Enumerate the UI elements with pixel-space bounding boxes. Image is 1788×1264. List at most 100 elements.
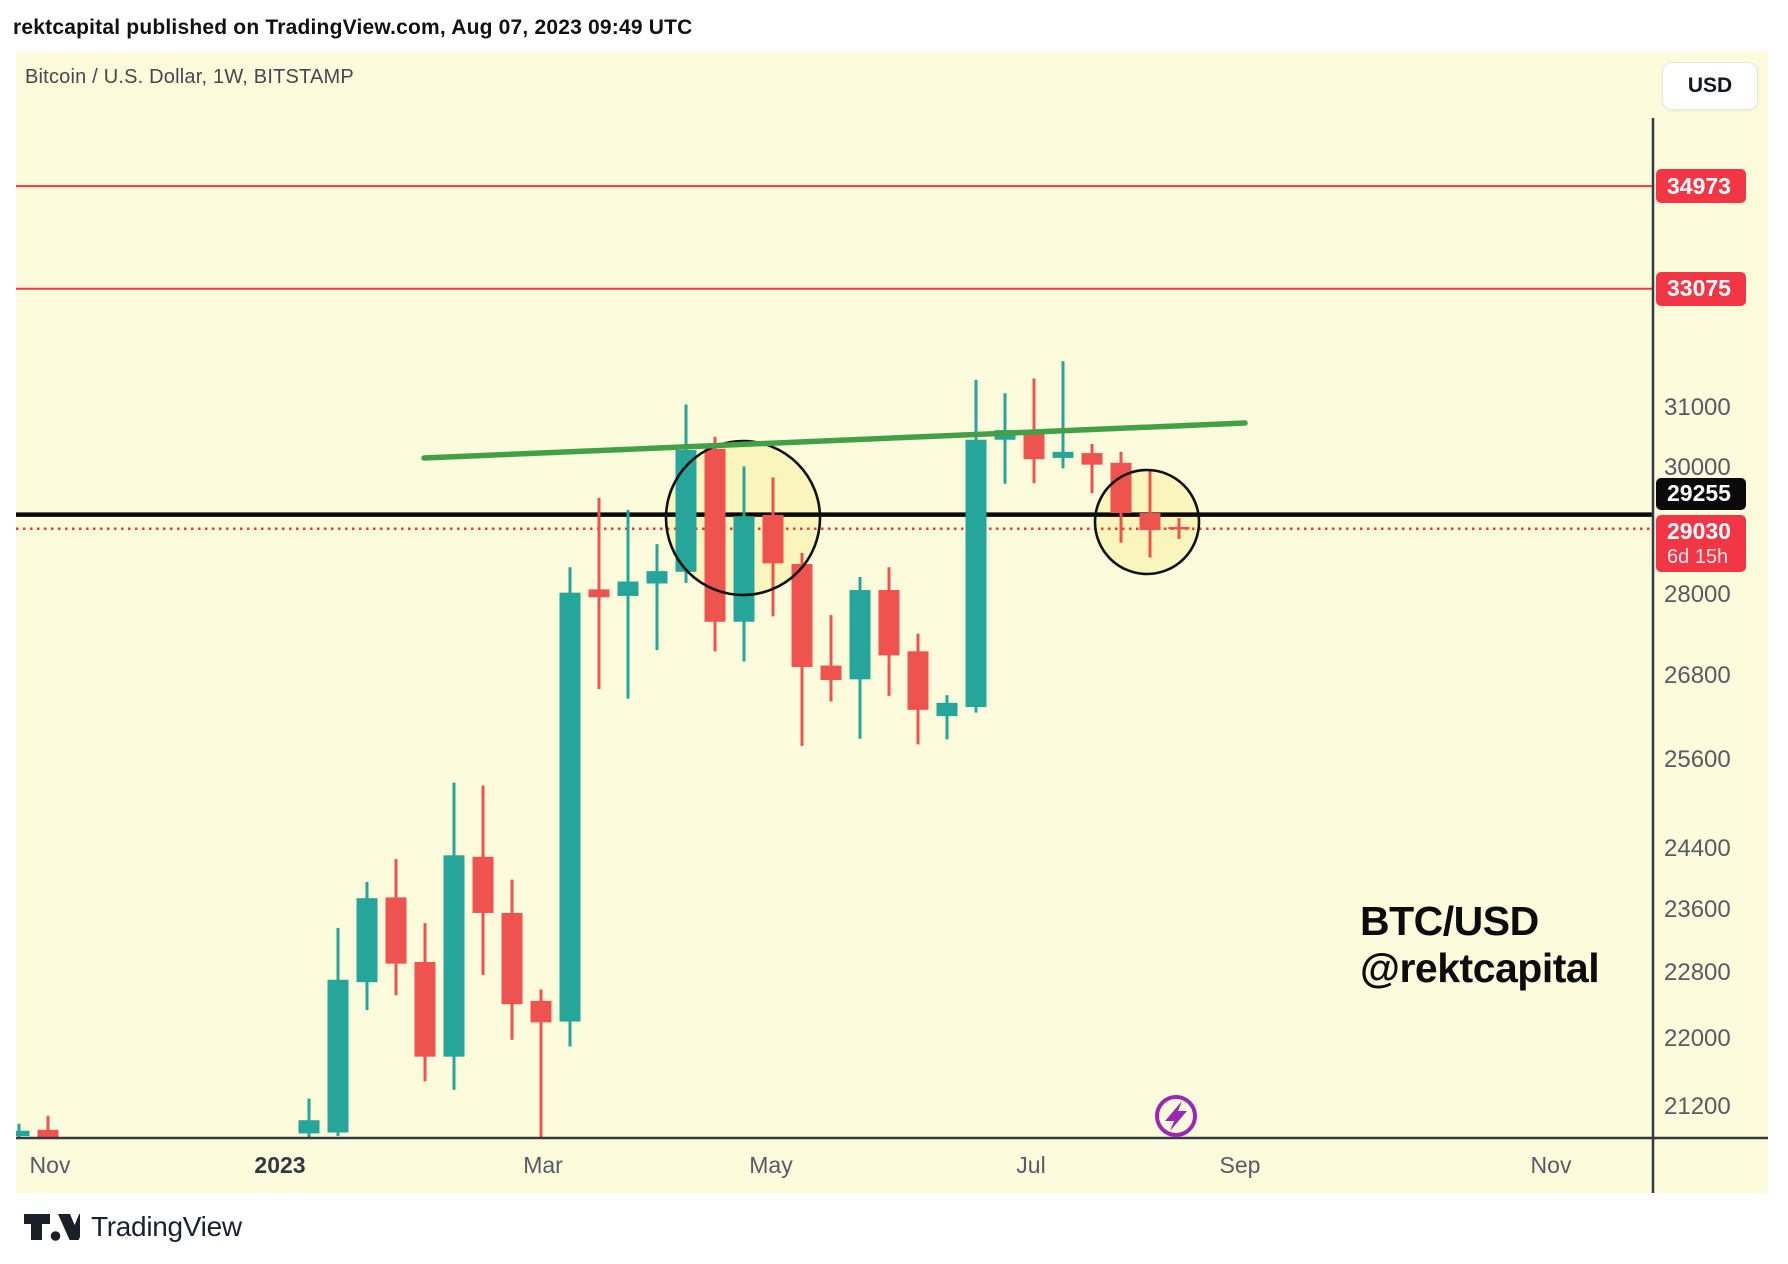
candle-body [1110,462,1132,514]
candle [994,393,1016,484]
chart-canvas[interactable] [16,52,1768,1193]
candle [704,436,726,652]
price-tick-label: 31000 [1664,394,1731,421]
month-label-2023: 2023 [254,1152,306,1178]
candle-body [878,590,900,656]
time-scale[interactable]: Nov 2023 Mar May Jul Sep Nov [16,1138,1768,1193]
last-price-value: 29030 [1667,517,1731,544]
candle [530,989,552,1138]
candle-body [356,898,378,983]
candle-body [530,1000,552,1023]
last-price-label: 29030 6d 15h [1656,514,1746,572]
candle [559,567,581,1047]
candle-body [675,450,697,572]
month-label-nov: Nov [29,1152,71,1178]
candle [675,404,697,583]
candle-body [1139,513,1161,531]
candle [907,633,929,745]
candle-body [791,564,813,667]
candle-body [16,1130,30,1137]
candle [965,379,987,713]
price-tick-label: 25600 [1664,746,1731,774]
currency-toggle-label: USD [1687,74,1733,97]
candle [501,879,523,1040]
price-line-label-29255: 29255 [1656,477,1746,510]
price-scale[interactable]: 31000 30000 28000 26800 25600 24400 23600 22800… [1653,118,1768,1138]
candle [617,509,639,699]
candle [791,553,813,746]
candle [16,1123,30,1138]
price-line-label-33075: 33075 [1656,271,1746,306]
bar-countdown: 6d 15h [1667,545,1729,568]
candle [443,782,465,1090]
candle [356,881,378,1010]
candle-body [762,514,784,564]
candle [37,1115,59,1138]
candle-body [414,962,436,1057]
candle [385,859,407,996]
candle-body [907,651,929,710]
candle-body [327,979,349,1133]
candle-body [443,855,465,1057]
currency-toggle-button[interactable]: USD [1662,62,1758,110]
trendline[interactable] [421,420,1248,461]
attribution-text: rektcapital published on TradingView.com… [13,16,693,39]
candle-body [1081,453,1103,465]
candle-body [1168,526,1190,530]
candle-body [588,589,610,598]
candle [1139,468,1161,558]
price-tick-label: 22000 [1664,1025,1731,1053]
candles-layer [16,361,1190,1138]
candle [1081,443,1103,494]
candle-body [617,581,639,596]
price-tick-label: 30000 [1664,454,1731,482]
footer: TradingView [22,1210,242,1244]
price-tick-label: 21200 [1664,1093,1731,1121]
tradingview-logo-icon[interactable] [22,1210,80,1244]
symbol-title: Bitcoin / U.S. Dollar, 1W, BITSTAMP [25,66,354,88]
month-label-may: May [749,1152,793,1178]
candle-body [646,571,668,584]
candle-body [733,516,755,622]
candle-body [385,897,407,964]
candle [1052,361,1074,469]
candle [878,567,900,696]
month-label-nov: Nov [1530,1152,1572,1178]
month-label-jul: Jul [1016,1152,1046,1178]
candle [1168,518,1190,539]
candle-body [820,665,842,681]
price-line-label-34973: 34973 [1656,169,1746,204]
candle [820,615,842,702]
candle-body [965,439,987,708]
candle [936,695,958,740]
price-tick-label: 22800 [1664,959,1731,987]
candle-body [1052,451,1074,458]
month-label-sep: Sep [1219,1152,1261,1178]
tradingview-logo-text[interactable]: TradingView [91,1211,242,1242]
candle [762,477,784,617]
candle [414,923,436,1082]
candle [849,576,871,739]
candle [588,498,610,689]
candle-body [501,912,523,1005]
price-tick-label: 26800 [1664,661,1731,689]
annotation-circle-1[interactable] [664,439,822,597]
candle-body [936,702,958,717]
lightning-icon[interactable] [1155,1095,1197,1137]
candle-body [704,448,726,622]
candle-body [37,1129,59,1138]
candle-body [298,1120,320,1134]
price-tick-label: 28000 [1664,581,1731,609]
candle [327,927,349,1137]
candle-body [559,592,581,1022]
annotation-circle-2[interactable] [1093,468,1201,576]
watermark-symbol: BTC/USD [1360,898,1539,944]
chart-panel: Bitcoin / U.S. Dollar, 1W, BITSTAMP USD … [16,52,1768,1193]
price-tick-label: 24400 [1664,834,1731,862]
candle-body [849,590,871,680]
attribution-bar: rektcapital published on TradingView.com… [0,0,1788,52]
candle [646,544,668,650]
month-label-mar: Mar [523,1152,563,1178]
candle-body [1023,431,1045,460]
